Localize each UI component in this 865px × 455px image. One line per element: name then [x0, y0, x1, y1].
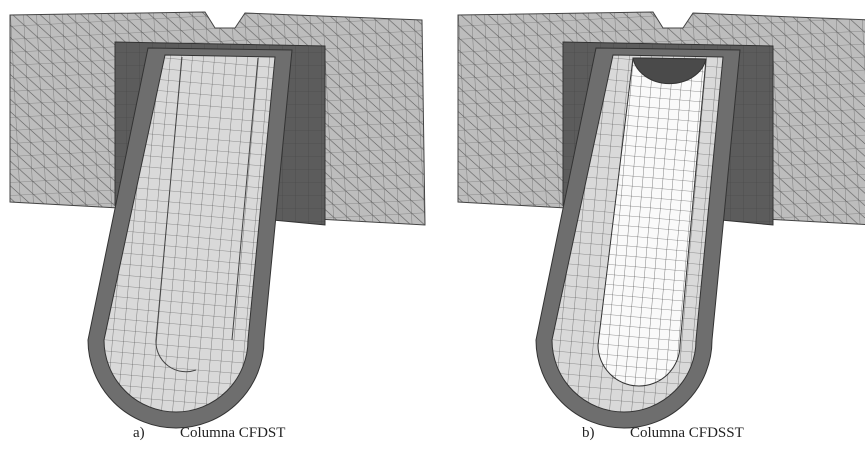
caption-label: a)	[133, 425, 145, 441]
caption-text: Columna CFDST	[180, 425, 285, 441]
panel-a	[10, 12, 425, 428]
caption-text: Columna CFDSST	[630, 425, 744, 441]
caption-label: b)	[582, 425, 595, 441]
panel-b	[458, 12, 865, 428]
figure: a) Columna CFDST b) Columna CFDSST	[0, 0, 865, 455]
